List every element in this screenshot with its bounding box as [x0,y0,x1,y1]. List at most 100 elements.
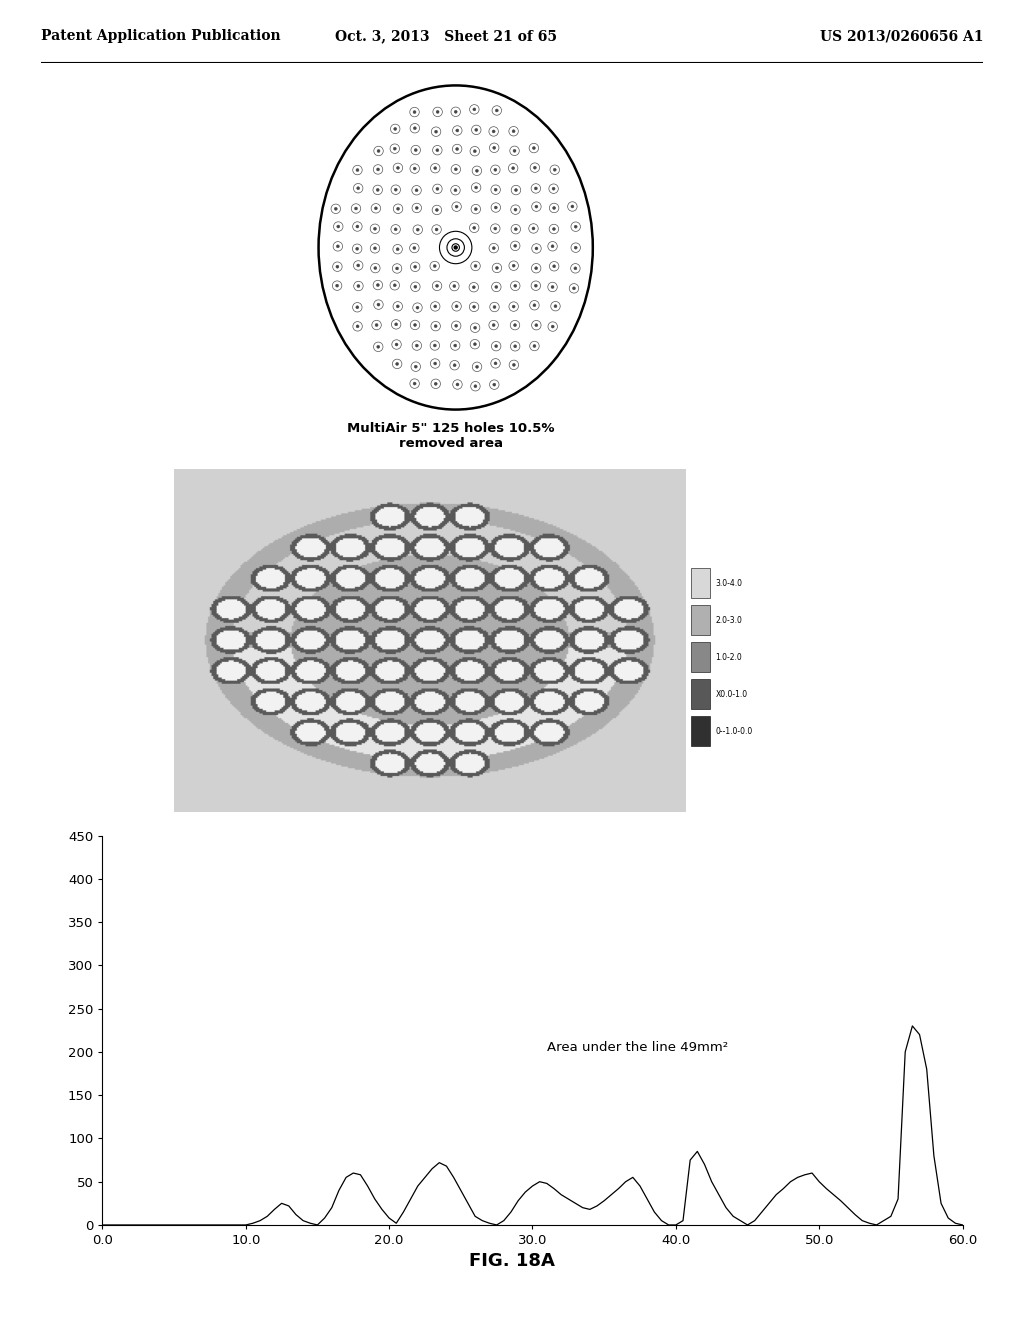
Circle shape [455,305,458,308]
Circle shape [396,248,399,251]
Circle shape [393,284,396,286]
Circle shape [473,343,476,346]
Circle shape [474,326,476,329]
Circle shape [453,364,456,367]
Circle shape [551,285,554,289]
Circle shape [514,209,517,211]
Circle shape [394,228,397,231]
Circle shape [495,285,498,289]
Circle shape [435,209,438,211]
Circle shape [535,284,538,288]
Circle shape [495,206,498,209]
Circle shape [396,166,399,169]
Circle shape [356,325,359,327]
Circle shape [456,383,459,385]
Circle shape [514,227,517,231]
Circle shape [495,345,498,347]
Circle shape [434,166,436,170]
Circle shape [551,325,554,329]
Circle shape [377,168,380,170]
Text: FIG. 18A: FIG. 18A [469,1251,555,1270]
Circle shape [456,148,459,150]
Circle shape [532,147,536,149]
Circle shape [512,363,515,367]
Circle shape [433,264,436,268]
Circle shape [513,149,516,152]
Circle shape [534,166,537,169]
Circle shape [571,205,573,209]
Circle shape [356,224,358,228]
Circle shape [535,205,538,209]
Circle shape [474,186,477,189]
Circle shape [493,323,496,326]
Circle shape [356,169,359,172]
Circle shape [434,325,437,327]
Circle shape [494,227,497,230]
Circle shape [357,285,359,288]
Circle shape [574,246,578,249]
Circle shape [493,147,496,149]
Circle shape [376,189,379,191]
Circle shape [535,187,538,190]
Circle shape [414,168,416,170]
Bar [691,569,711,598]
Circle shape [393,148,396,150]
Circle shape [535,323,538,326]
Circle shape [494,168,497,172]
Circle shape [394,323,397,326]
Circle shape [395,363,398,366]
Circle shape [455,111,457,114]
Circle shape [535,267,538,269]
Circle shape [475,169,478,173]
Circle shape [374,267,377,269]
Circle shape [532,304,536,306]
Circle shape [494,362,497,364]
Circle shape [474,264,477,268]
Circle shape [416,306,419,309]
Circle shape [413,381,416,385]
Circle shape [493,247,496,249]
Circle shape [336,244,339,248]
Text: 0--1.0-0.0: 0--1.0-0.0 [716,726,753,735]
Circle shape [493,129,496,133]
Circle shape [456,129,459,132]
Circle shape [455,246,457,249]
Text: 3.0-4.0: 3.0-4.0 [716,578,742,587]
Circle shape [413,247,416,249]
Circle shape [334,207,337,210]
Circle shape [493,305,496,309]
Circle shape [455,205,458,209]
Circle shape [495,189,497,191]
Text: Oct. 3, 2013   Sheet 21 of 65: Oct. 3, 2013 Sheet 21 of 65 [335,29,557,44]
Circle shape [514,244,517,247]
Circle shape [436,187,439,190]
Text: X0.0-1.0: X0.0-1.0 [716,689,748,698]
Circle shape [473,108,476,111]
Circle shape [514,284,517,288]
Circle shape [377,304,380,306]
Circle shape [354,207,357,210]
Circle shape [415,366,417,368]
Circle shape [551,244,554,248]
Circle shape [496,267,499,269]
Circle shape [553,168,556,172]
Circle shape [512,129,515,133]
Circle shape [514,345,517,347]
Circle shape [573,267,577,269]
Circle shape [496,110,499,112]
Text: US 2013/0260656 A1: US 2013/0260656 A1 [819,29,983,44]
Circle shape [535,247,538,249]
Circle shape [375,323,378,326]
Circle shape [415,149,417,152]
Circle shape [553,265,556,268]
Circle shape [513,323,516,326]
Circle shape [532,345,536,347]
Circle shape [396,207,399,210]
Circle shape [514,189,517,191]
Circle shape [374,227,377,230]
Circle shape [512,305,515,308]
Circle shape [475,366,478,368]
Circle shape [336,284,339,288]
Circle shape [552,187,555,190]
Circle shape [356,186,359,190]
